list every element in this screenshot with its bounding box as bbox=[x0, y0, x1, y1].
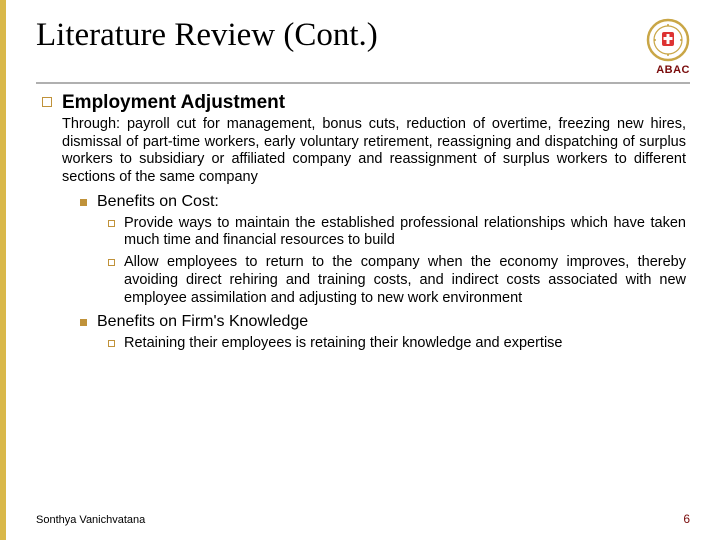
point-list: Provide ways to maintain the established… bbox=[108, 215, 686, 307]
square-open-bullet-icon bbox=[108, 259, 115, 266]
square-open-bullet-icon bbox=[42, 97, 52, 107]
section-heading: Employment Adjustment bbox=[62, 92, 285, 114]
footer-author: Sonthya Vanichvatana bbox=[36, 514, 145, 526]
point-text: Provide ways to maintain the established… bbox=[124, 215, 686, 250]
subsection: Benefits on Firm's Knowledge Retaining t… bbox=[80, 313, 686, 353]
subsection-title: Benefits on Cost: bbox=[97, 193, 219, 211]
square-open-bullet-icon bbox=[108, 220, 115, 227]
slide-footer: Sonthya Vanichvatana 6 bbox=[36, 512, 690, 526]
slide-container: Literature Review (Cont.) ABAC Employmen… bbox=[0, 0, 720, 540]
subsection-title: Benefits on Firm's Knowledge bbox=[97, 313, 308, 331]
point-text: Allow employees to return to the company… bbox=[124, 254, 686, 307]
subsection: Benefits on Cost: Provide ways to mainta… bbox=[80, 193, 686, 307]
slide-body: Employment Adjustment Through: payroll c… bbox=[36, 92, 690, 353]
square-solid-bullet-icon bbox=[80, 199, 87, 206]
slide-header: Literature Review (Cont.) ABAC bbox=[36, 18, 690, 84]
list-item: Retaining their employees is retaining t… bbox=[108, 335, 686, 353]
header-right: ABAC bbox=[646, 18, 690, 76]
subsection-heading-row: Benefits on Cost: bbox=[80, 193, 686, 211]
subsection-heading-row: Benefits on Firm's Knowledge bbox=[80, 313, 686, 331]
square-open-bullet-icon bbox=[108, 340, 115, 347]
slide-title: Literature Review (Cont.) bbox=[36, 18, 378, 53]
org-label: ABAC bbox=[656, 64, 690, 76]
point-list: Retaining their employees is retaining t… bbox=[108, 335, 686, 353]
section-intro: Through: payroll cut for management, bon… bbox=[62, 116, 686, 187]
section: Employment Adjustment Through: payroll c… bbox=[42, 92, 686, 353]
section-heading-row: Employment Adjustment bbox=[42, 92, 686, 114]
university-seal-icon bbox=[646, 18, 690, 62]
list-item: Allow employees to return to the company… bbox=[108, 254, 686, 307]
square-solid-bullet-icon bbox=[80, 319, 87, 326]
page-number: 6 bbox=[683, 512, 690, 526]
point-text: Retaining their employees is retaining t… bbox=[124, 335, 562, 353]
list-item: Provide ways to maintain the established… bbox=[108, 215, 686, 250]
